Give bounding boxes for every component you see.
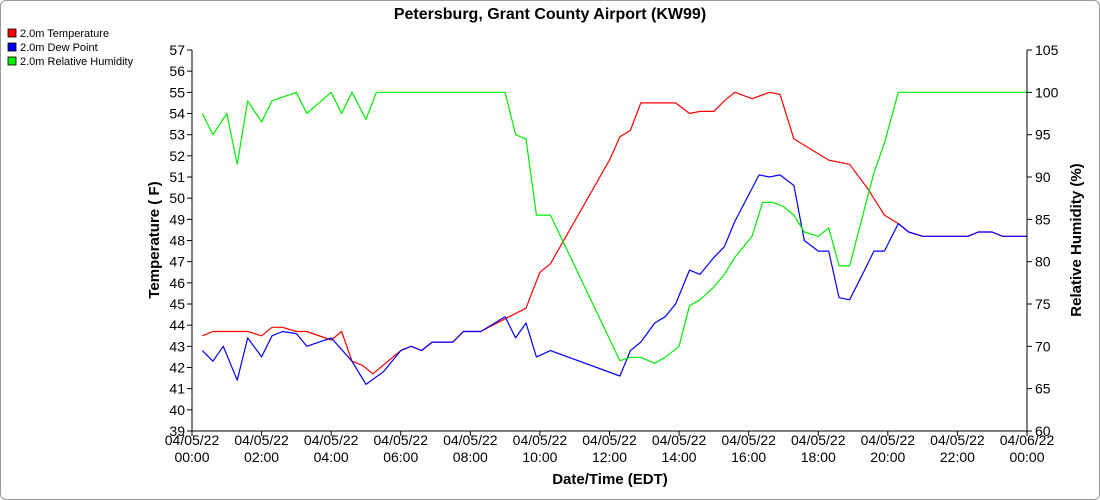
legend-label-2-0m-relative-humidity: 2.0m Relative Humidity: [20, 56, 134, 68]
x-tick-time: 22:00: [940, 449, 975, 465]
x-tick-date: 04/05/22: [443, 432, 498, 448]
left-tick-label: 41: [169, 381, 185, 397]
right-tick-label: 100: [1035, 84, 1059, 100]
x-tick-date: 04/05/22: [861, 432, 916, 448]
right-axis: 60 65 70 75 80 85 90 95 100 105: [1027, 42, 1059, 439]
left-tick-label: 43: [169, 338, 185, 354]
left-tick-label: 52: [169, 148, 185, 164]
left-tick-label: 40: [169, 402, 185, 418]
left-tick-label: 42: [169, 360, 185, 376]
x-tick-date: 04/05/22: [930, 432, 985, 448]
x-tick-time: 20:00: [870, 449, 905, 465]
right-tick-label: 95: [1035, 127, 1051, 143]
left-axis: 39 40 41 42 43 44 45 46 47 48 49 50 51 52 53 54 55 56 57: [169, 42, 192, 439]
right-tick-label: 85: [1035, 211, 1051, 227]
series-line-2-0m-relative-humidity: [201, 91, 1027, 364]
x-tick-date: 04/05/22: [374, 432, 429, 448]
right-tick-label: 75: [1035, 296, 1051, 312]
right-tick-label: 90: [1035, 169, 1051, 185]
x-axis-label: Date/Time (EDT): [552, 471, 668, 488]
x-tick-date: 04/05/22: [582, 432, 637, 448]
left-tick-label: 53: [169, 127, 185, 143]
left-tick-label: 56: [169, 63, 185, 79]
x-axis: 04/05/2200:0004/05/2202:0004/05/2204:000…: [165, 431, 1055, 465]
left-tick-label: 39: [169, 423, 185, 439]
right-tick-label: 80: [1035, 254, 1051, 270]
right-tick-label: 60: [1035, 423, 1051, 439]
x-tick-time: 10:00: [522, 449, 557, 465]
left-tick-label: 44: [169, 317, 185, 333]
left-tick-label: 49: [169, 211, 185, 227]
y-axis-right-label: Relative Humidity (%): [1068, 163, 1085, 316]
legend-label-2-0m-dew-point: 2.0m Dew Point: [20, 42, 98, 54]
x-tick-date: 04/05/22: [652, 432, 707, 448]
x-tick-time: 06:00: [383, 449, 418, 465]
legend: 2.0m Temperature 2.0m Dew Point 2.0m Relat…: [7, 28, 134, 68]
left-tick-label: 55: [169, 84, 185, 100]
x-tick-time: 18:00: [801, 449, 836, 465]
series-line-2-0m-temperature: [202, 91, 1027, 375]
x-tick-date: 04/05/22: [234, 432, 289, 448]
left-tick-label: 45: [169, 296, 185, 312]
left-tick-label: 51: [169, 169, 185, 185]
x-tick-date: 04/05/22: [721, 432, 776, 448]
x-tick-time: 04:00: [314, 449, 349, 465]
x-tick-time: 12:00: [592, 449, 627, 465]
right-tick-label: 105: [1035, 42, 1059, 58]
x-tick-time: 16:00: [731, 449, 766, 465]
series-line-2-0m-dew-point: [201, 174, 1027, 385]
y-axis-left-label: Temperature ( F): [146, 181, 163, 298]
left-tick-label: 57: [169, 42, 185, 58]
x-tick-date: 04/06/22: [1000, 432, 1055, 448]
series-layer: [201, 91, 1027, 385]
left-tick-label: 46: [169, 275, 185, 291]
x-tick-time: 02:00: [244, 449, 279, 465]
right-tick-label: 70: [1035, 338, 1051, 354]
left-tick-label: 50: [169, 190, 185, 206]
x-tick-time: 08:00: [453, 449, 488, 465]
left-tick-label: 48: [169, 233, 185, 249]
chart-title: Petersburg, Grant County Airport (KW99): [394, 6, 706, 23]
x-tick-date: 04/05/22: [513, 432, 568, 448]
right-tick-label: 65: [1035, 381, 1051, 397]
x-tick-time: 14:00: [662, 449, 697, 465]
legend-swatch-2-0m-relative-humidity: [7, 56, 17, 66]
x-tick-date: 04/05/22: [304, 432, 359, 448]
left-tick-label: 54: [169, 106, 185, 122]
legend-swatch-2-0m-dew-point: [7, 42, 17, 52]
x-tick-date: 04/05/22: [165, 432, 220, 448]
x-tick-time: 00:00: [1009, 449, 1044, 465]
left-tick-label: 47: [169, 254, 185, 270]
x-tick-time: 00:00: [174, 449, 209, 465]
legend-label-2-0m-temperature: 2.0m Temperature: [20, 28, 109, 40]
legend-swatch-2-0m-temperature: [7, 28, 17, 38]
x-tick-date: 04/05/22: [791, 432, 846, 448]
